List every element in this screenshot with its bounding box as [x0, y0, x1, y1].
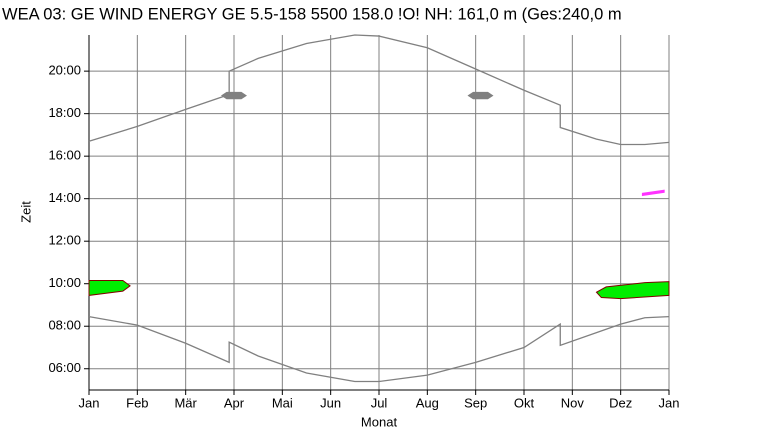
x-tick-label: Jul: [371, 395, 388, 410]
shadow-region: [88, 280, 131, 296]
x-tick-label: Feb: [126, 395, 148, 410]
y-tick-label: 14:00: [48, 190, 81, 205]
x-tick-label: Sep: [464, 395, 487, 410]
x-tick-label: Dez: [609, 395, 632, 410]
x-tick-label: Jan: [79, 395, 100, 410]
shadow-region: [595, 281, 670, 300]
sun-line: [88, 316, 670, 383]
x-tick-label: Aug: [416, 395, 439, 410]
y-tick-label: 08:00: [48, 318, 81, 333]
y-tick-label: 12:00: [48, 233, 81, 248]
shadow-region: [221, 91, 247, 100]
y-axis-label: Zeit: [18, 201, 33, 223]
y-tick-label: 20:00: [48, 63, 81, 78]
shadow-region: [641, 189, 665, 197]
x-tick-label: Mai: [272, 395, 293, 410]
shadow-region: [467, 91, 494, 100]
x-tick-label: Okt: [514, 395, 535, 410]
y-tick-label: 16:00: [48, 148, 81, 163]
sun-line: [88, 34, 670, 146]
x-tick-label: Apr: [224, 395, 245, 410]
x-axis-label: Monat: [361, 414, 398, 429]
y-tick-label: 18:00: [48, 105, 81, 120]
y-tick-label: 10:00: [48, 275, 81, 290]
x-tick-label: Nov: [561, 395, 585, 410]
x-tick-label: Mär: [174, 395, 197, 410]
x-tick-label: Jan: [659, 395, 680, 410]
chart-title: WEA 03: GE WIND ENERGY GE 5.5-158 5500 1…: [2, 5, 622, 23]
y-tick-label: 06:00: [48, 360, 81, 375]
x-tick-label: Jun: [320, 395, 341, 410]
